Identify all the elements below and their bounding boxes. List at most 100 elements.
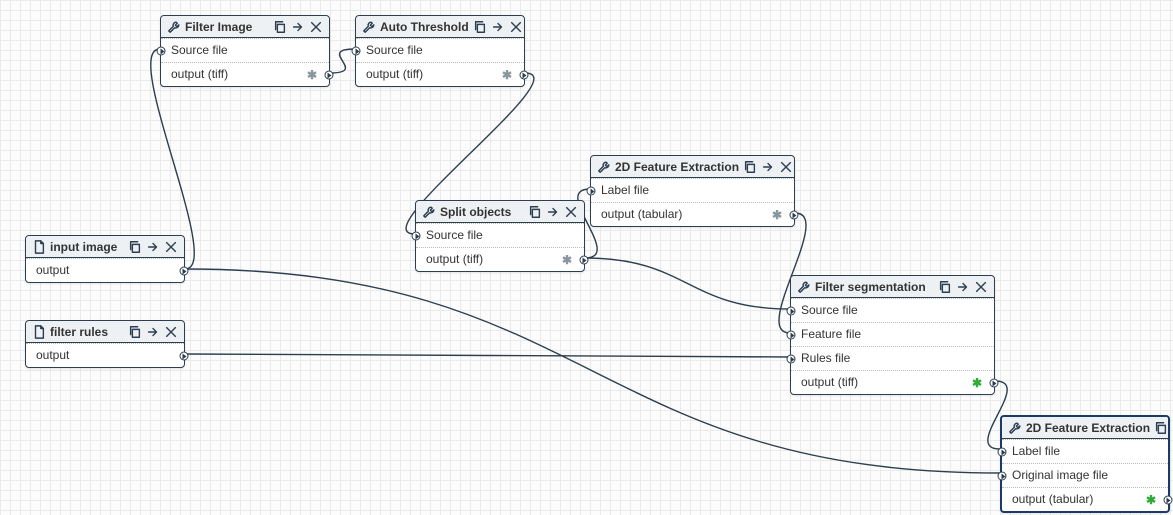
port-connector-in[interactable]	[352, 46, 361, 55]
output-port: output	[26, 258, 184, 282]
port-label: Source file	[801, 303, 858, 317]
close-icon[interactable]	[509, 20, 523, 34]
port-connector-out[interactable]	[180, 351, 189, 360]
node-feat_ext_2[interactable]: 2D Feature Extraction Label file Original …	[1000, 415, 1170, 513]
copy-icon[interactable]	[1154, 421, 1168, 435]
output-port: output (tiff) ✱	[356, 62, 524, 86]
asterisk-icon: ✱	[502, 68, 512, 82]
port-connector-in[interactable]	[787, 354, 796, 363]
port-label: output (tiff)	[366, 67, 423, 81]
run-arrow-icon[interactable]	[956, 280, 970, 294]
wrench-icon	[597, 160, 611, 174]
node-title: Split objects	[440, 205, 524, 219]
port-label: output	[36, 348, 69, 362]
node-header[interactable]: Split objects	[416, 201, 584, 223]
close-icon[interactable]	[779, 160, 793, 174]
node-title: Filter segmentation	[815, 280, 934, 294]
wrench-icon	[167, 20, 181, 34]
output-port: output (tiff)✱	[161, 62, 329, 86]
input-port: Source file	[416, 223, 584, 247]
port-label: output (tabular)	[1012, 492, 1093, 506]
port-connector-out[interactable]	[990, 378, 999, 387]
port-label: Source file	[426, 228, 483, 242]
port-label: output (tabular)	[601, 207, 682, 221]
port-label: output (tiff)	[801, 375, 858, 389]
output-port: output (tiff) ✱	[791, 370, 994, 394]
node-header[interactable]: Auto Threshold	[356, 16, 524, 38]
port-label: Label file	[1012, 444, 1060, 458]
port-connector-out[interactable]	[1164, 495, 1173, 504]
run-arrow-icon[interactable]	[146, 325, 160, 339]
copy-icon[interactable]	[128, 240, 142, 254]
port-connector-in[interactable]	[998, 447, 1007, 456]
output-port: output (tabular) ✱	[591, 202, 794, 226]
input-port: Source file	[161, 38, 329, 62]
port-label: Source file	[171, 43, 228, 57]
input-port: Original image file	[1002, 463, 1168, 487]
port-connector-in[interactable]	[157, 46, 166, 55]
output-port: output (tiff) ✱	[416, 247, 584, 271]
node-title: 2D Feature Extraction	[1026, 421, 1150, 435]
node-header[interactable]: input image	[26, 236, 184, 258]
port-connector-in[interactable]	[787, 306, 796, 315]
input-port: Label file	[591, 178, 794, 202]
wrench-icon	[797, 280, 811, 294]
port-connector-out[interactable]	[580, 255, 589, 264]
asterisk-icon: ✱	[307, 68, 317, 82]
run-arrow-icon[interactable]	[291, 20, 305, 34]
input-port: Label file	[1002, 439, 1168, 463]
port-label: Source file	[366, 43, 423, 57]
node-header[interactable]: 2D Feature Extraction	[591, 156, 794, 178]
port-connector-in[interactable]	[787, 330, 796, 339]
copy-icon[interactable]	[128, 325, 142, 339]
asterisk-icon: ✱	[972, 376, 982, 390]
copy-icon[interactable]	[938, 280, 952, 294]
node-title: filter rules	[50, 325, 124, 339]
node-header[interactable]: Filter Image	[161, 16, 329, 38]
run-arrow-icon[interactable]	[761, 160, 775, 174]
port-connector-in[interactable]	[587, 186, 596, 195]
node-header[interactable]: filter rules	[26, 321, 184, 343]
copy-icon[interactable]	[528, 205, 542, 219]
port-label: output (tiff)	[426, 252, 483, 266]
port-connector-in[interactable]	[998, 471, 1007, 480]
port-label: output	[36, 263, 69, 277]
run-arrow-icon[interactable]	[491, 20, 505, 34]
asterisk-icon: ✱	[562, 253, 572, 267]
node-header[interactable]: Filter segmentation	[791, 276, 994, 298]
node-split_objects[interactable]: Split objects Source file output (tiff) ✱	[415, 200, 585, 272]
asterisk-icon: ✱	[772, 208, 782, 222]
node-header[interactable]: 2D Feature Extraction	[1002, 417, 1168, 439]
node-auto_threshold[interactable]: Auto Threshold Source file output (tiff) ✱	[355, 15, 525, 87]
close-icon[interactable]	[164, 240, 178, 254]
node-filter_rules[interactable]: filter rules output	[25, 320, 185, 368]
input-port: Source file	[791, 298, 994, 322]
run-arrow-icon[interactable]	[546, 205, 560, 219]
close-icon[interactable]	[309, 20, 323, 34]
asterisk-icon: ✱	[1146, 493, 1156, 507]
port-connector-in[interactable]	[412, 231, 421, 240]
close-icon[interactable]	[974, 280, 988, 294]
port-label: Feature file	[801, 327, 861, 341]
copy-icon[interactable]	[473, 20, 487, 34]
port-label: Label file	[601, 183, 649, 197]
port-connector-out[interactable]	[180, 266, 189, 275]
node-filter_seg[interactable]: Filter segmentation Source file Feature fi…	[790, 275, 995, 395]
port-connector-out[interactable]	[790, 210, 799, 219]
close-icon[interactable]	[564, 205, 578, 219]
port-connector-out[interactable]	[325, 70, 334, 79]
input-port: Source file	[356, 38, 524, 62]
run-arrow-icon[interactable]	[146, 240, 160, 254]
node-title: 2D Feature Extraction	[615, 160, 739, 174]
copy-icon[interactable]	[273, 20, 287, 34]
edge[interactable]	[585, 258, 790, 309]
close-icon[interactable]	[164, 325, 178, 339]
node-feat_ext_1[interactable]: 2D Feature Extraction Label file output (t…	[590, 155, 795, 227]
wrench-icon	[422, 205, 436, 219]
output-port: output	[26, 343, 184, 367]
node-filter_image[interactable]: Filter Image Source file output (tiff)✱	[160, 15, 330, 87]
copy-icon[interactable]	[743, 160, 757, 174]
node-input_image[interactable]: input image output	[25, 235, 185, 283]
edge[interactable]	[185, 354, 790, 357]
port-connector-out[interactable]	[520, 70, 529, 79]
